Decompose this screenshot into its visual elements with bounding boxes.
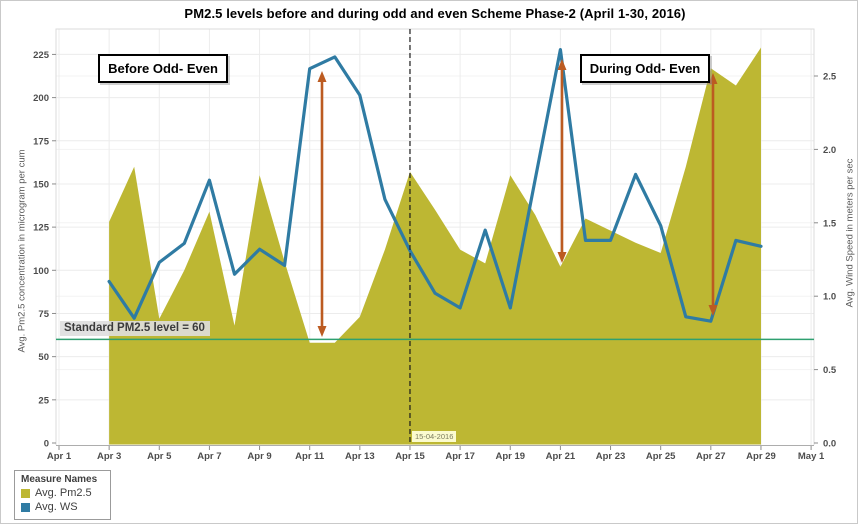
legend-item-pm25[interactable]: Avg. Pm2.5 <box>15 487 110 501</box>
y-right-tick-label: 0.0 <box>823 439 836 450</box>
y-right-tick-label: 0.5 <box>823 365 837 376</box>
y-right-tick-label: 1.0 <box>823 292 836 303</box>
left-axis-title: Avg. Pm2.5 concentration in microgram pe… <box>16 149 28 353</box>
legend-item-label: Avg. Pm2.5 <box>35 487 92 499</box>
gap-arrow-head-up <box>708 73 718 84</box>
y-left-tick-label: 0 <box>44 439 49 450</box>
x-tick-label: Apr 13 <box>345 451 375 462</box>
chart-title: PM2.5 levels before and during odd and e… <box>184 6 686 21</box>
gap-arrow-head-down <box>557 252 567 263</box>
gap-arrow-head-up <box>317 71 327 82</box>
x-tick-label: Apr 9 <box>247 451 271 462</box>
event-date-label: 15-04-2016 <box>412 431 457 442</box>
y-left-tick-label: 125 <box>33 223 50 234</box>
reference-line-label: Standard PM2.5 level = 60 <box>60 321 210 336</box>
y-left-tick-label: 200 <box>33 93 49 104</box>
x-tick-label: Apr 29 <box>746 451 776 462</box>
before-odd-even-annotation: Before Odd- Even <box>98 54 228 83</box>
gap-arrow-head-up <box>557 59 567 70</box>
ws-swatch-icon <box>21 502 30 512</box>
x-tick-label: Apr 25 <box>646 451 676 462</box>
gap-arrow-head-down <box>708 305 718 316</box>
legend-title: Measure Names <box>21 474 98 485</box>
ws-line <box>107 47 763 323</box>
x-tick-label: Apr 7 <box>197 451 221 462</box>
x-tick-label: Apr 27 <box>696 451 726 462</box>
x-tick-label: Apr 23 <box>596 451 626 462</box>
y-right-tick-label: 2.0 <box>823 145 836 156</box>
x-tick-label: Apr 5 <box>147 451 172 462</box>
plot-frame <box>55 28 815 445</box>
x-tick-label: May 1 <box>798 451 825 462</box>
y-left-tick-label: 150 <box>33 179 49 190</box>
x-tick-label: Apr 1 <box>47 451 72 462</box>
y-left-tick-label: 75 <box>38 309 49 320</box>
y-left-tick-label: 50 <box>38 352 49 363</box>
x-tick-label: Apr 15 <box>395 451 425 462</box>
right-axis-title: Avg. Wind Speed in meters per sec <box>844 158 856 308</box>
gap-arrow-head-down <box>317 326 327 337</box>
x-tick-label: Apr 11 <box>295 451 325 462</box>
y-right-tick-label: 2.5 <box>823 72 837 83</box>
legend: Measure Names Avg. Pm2.5 Avg. WS <box>14 470 111 520</box>
x-tick-label: Apr 19 <box>495 451 525 462</box>
y-left-tick-label: 225 <box>33 50 50 61</box>
x-tick-label: Apr 21 <box>546 451 576 462</box>
y-left-tick-label: 100 <box>33 266 49 277</box>
x-tick-label: Apr 3 <box>97 451 121 462</box>
pm25-area <box>109 47 762 445</box>
legend-item-ws[interactable]: Avg. WS <box>15 501 110 515</box>
during-odd-even-annotation: During Odd- Even <box>580 54 710 83</box>
y-left-tick-label: 25 <box>38 395 49 406</box>
y-right-tick-label: 1.5 <box>823 218 837 229</box>
x-tick-label: Apr 17 <box>445 451 475 462</box>
legend-item-label: Avg. WS <box>35 501 78 513</box>
pm25-swatch-icon <box>21 488 30 498</box>
y-left-tick-label: 175 <box>33 136 50 147</box>
